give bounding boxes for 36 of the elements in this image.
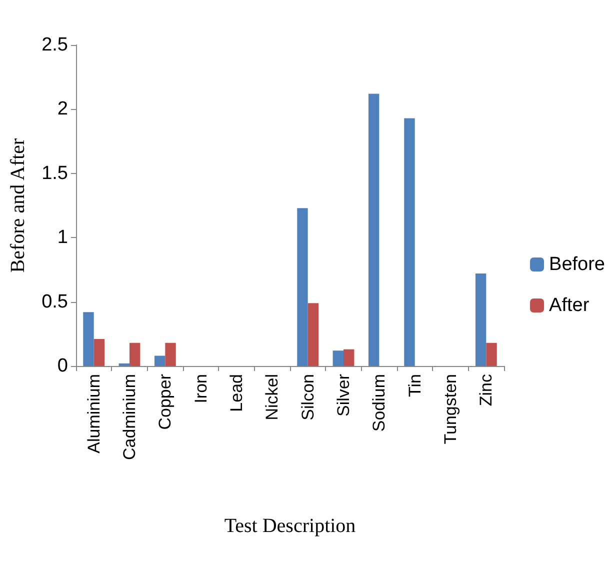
y-tick-label: 0 <box>57 356 68 376</box>
x-tick-label: Lead <box>227 374 246 412</box>
x-tick-label: Cadminium <box>120 374 139 460</box>
x-tick-label: Aluminium <box>84 374 104 454</box>
x-tick-label: Iron <box>191 374 210 404</box>
y-axis-title: Before and After <box>7 138 29 273</box>
bar <box>130 342 140 366</box>
x-tick-label: Silcon <box>298 374 318 420</box>
bar <box>332 350 344 366</box>
bar <box>308 303 319 366</box>
y-tick-label: 1.5 <box>42 162 68 184</box>
x-tick-label: Tin <box>405 374 424 397</box>
bar <box>404 118 415 366</box>
x-tick-label: Silver <box>334 374 353 417</box>
bar <box>368 94 380 366</box>
bar <box>83 312 94 366</box>
y-tick-label: 2.5 <box>42 34 68 56</box>
y-tick-label: 0.5 <box>42 291 68 312</box>
bar <box>154 356 166 366</box>
bar <box>344 349 354 366</box>
legend-label: After <box>549 295 590 316</box>
bar <box>297 208 308 366</box>
x-tick-label: Copper <box>156 374 175 430</box>
bar <box>475 274 486 366</box>
x-axis-title: Test Description <box>224 515 356 537</box>
x-tick-label: Tungsten <box>441 374 460 444</box>
x-tick-label: Zinc <box>476 374 496 406</box>
y-tick-label: 1 <box>57 227 68 248</box>
bar <box>118 363 130 366</box>
x-tick-label: Nickel <box>262 374 282 420</box>
y-tick-label: 2 <box>57 98 68 120</box>
bar <box>94 339 105 366</box>
x-tick-label: Sodium <box>370 374 389 432</box>
bar <box>165 342 176 366</box>
legend-label: Before <box>549 254 606 275</box>
bar <box>486 342 497 366</box>
